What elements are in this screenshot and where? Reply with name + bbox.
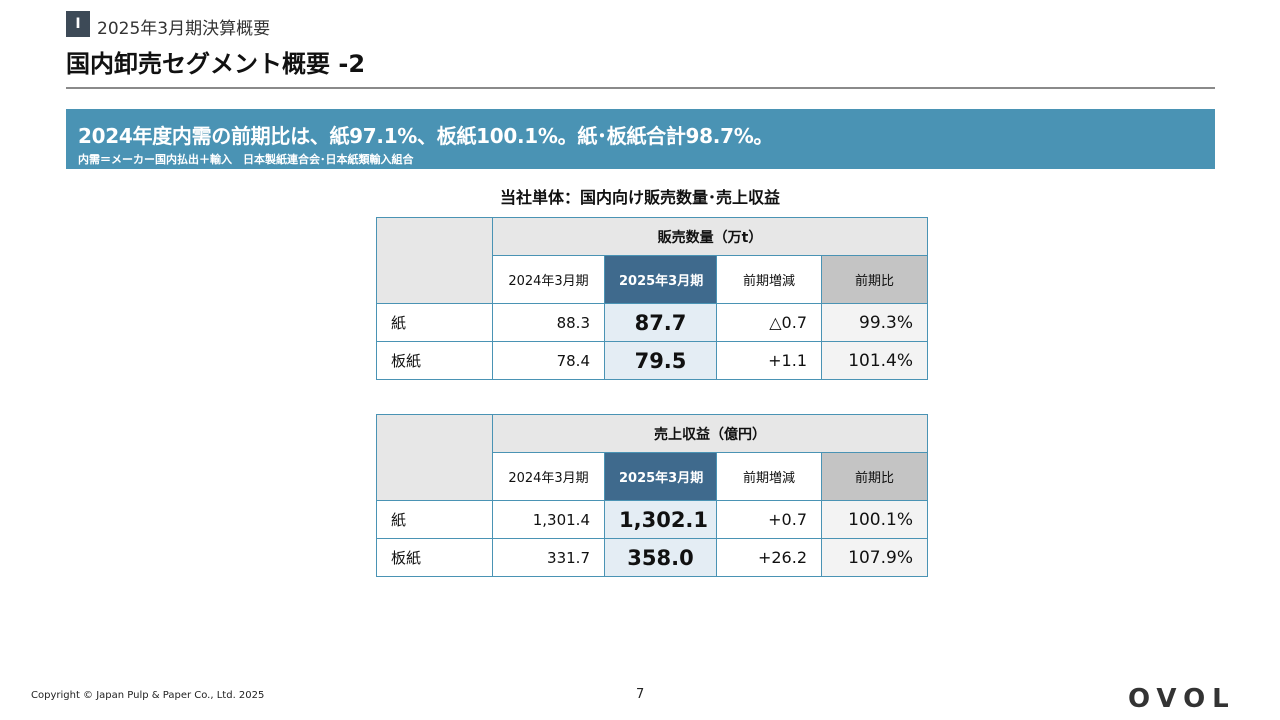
ratio-value: 107.9% (821, 538, 928, 577)
prev-year-value: 1,301.4 (492, 500, 605, 539)
ratio-value: 99.3% (820, 303, 929, 342)
column-header-ratio: 前期比 (820, 255, 929, 304)
table-row: 板紙 331.7 358.0 +26.2 107.9% (376, 538, 928, 577)
banner-note: 内需＝メーカー国内払出＋輸入 日本製紙連合会･日本紙類輸入組合 (78, 153, 414, 166)
column-header-current-year: 2025年3月期 (604, 452, 717, 501)
table-corner (376, 217, 493, 304)
change-value: +1.1 (716, 341, 822, 380)
current-year-value: 87.7 (604, 303, 717, 342)
revenue-table: 売上収益（億円） 2024年3月期 2025年3月期 前期増減 前期比 紙 1,… (376, 414, 928, 577)
page-title: 国内卸売セグメント概要 -2 (66, 50, 366, 78)
prev-year-value: 88.3 (492, 303, 605, 342)
table-row: 板紙 78.4 79.5 +1.1 101.4% (376, 341, 929, 380)
title-divider (66, 87, 1215, 89)
row-label: 板紙 (376, 538, 493, 577)
change-value: △0.7 (716, 303, 822, 342)
row-label: 板紙 (376, 341, 493, 380)
current-year-value: 358.0 (604, 538, 717, 577)
row-label: 紙 (376, 500, 493, 539)
banner-headline: 2024年度内需の前期比は、紙97.1%、板紙100.1%。紙･板紙合計98.7… (78, 124, 774, 148)
change-value: +0.7 (716, 500, 822, 539)
column-header-prev-year: 2024年3月期 (492, 255, 605, 304)
column-header-prev-year: 2024年3月期 (492, 452, 605, 501)
table-heading: 当社単体：国内向け販売数量･売上収益 (499, 188, 780, 207)
ratio-value: 100.1% (821, 500, 928, 539)
change-value: +26.2 (716, 538, 822, 577)
prev-year-value: 78.4 (492, 341, 605, 380)
column-header-current-year: 2025年3月期 (604, 255, 717, 304)
column-header-ratio: 前期比 (821, 452, 928, 501)
section-title: 2025年3月期決算概要 (97, 19, 271, 39)
company-logo: OVOL (1128, 684, 1236, 714)
column-header-change: 前期増減 (716, 452, 822, 501)
table-row: 紙 1,301.4 1,302.1 +0.7 100.1% (376, 500, 928, 539)
sales-volume-table: 販売数量（万t） 2024年3月期 2025年3月期 前期増減 前期比 紙 88… (376, 217, 929, 380)
column-header-change: 前期増減 (716, 255, 822, 304)
ratio-value: 101.4% (820, 341, 929, 380)
prev-year-value: 331.7 (492, 538, 605, 577)
copyright-notice: Copyright © Japan Pulp & Paper Co., Ltd.… (31, 690, 265, 701)
table-row: 紙 88.3 87.7 △0.7 99.3% (376, 303, 929, 342)
table-corner (376, 414, 493, 501)
row-label: 紙 (376, 303, 493, 342)
summary-banner: 2024年度内需の前期比は、紙97.1%、板紙100.1%。紙･板紙合計98.7… (66, 109, 1215, 169)
table-group-header: 売上収益（億円） (492, 414, 928, 453)
current-year-value: 79.5 (604, 341, 717, 380)
section-number-badge: Ⅰ (66, 11, 90, 37)
page-number: 7 (636, 687, 645, 702)
table-group-header: 販売数量（万t） (491, 217, 929, 256)
current-year-value: 1,302.1 (604, 500, 717, 539)
